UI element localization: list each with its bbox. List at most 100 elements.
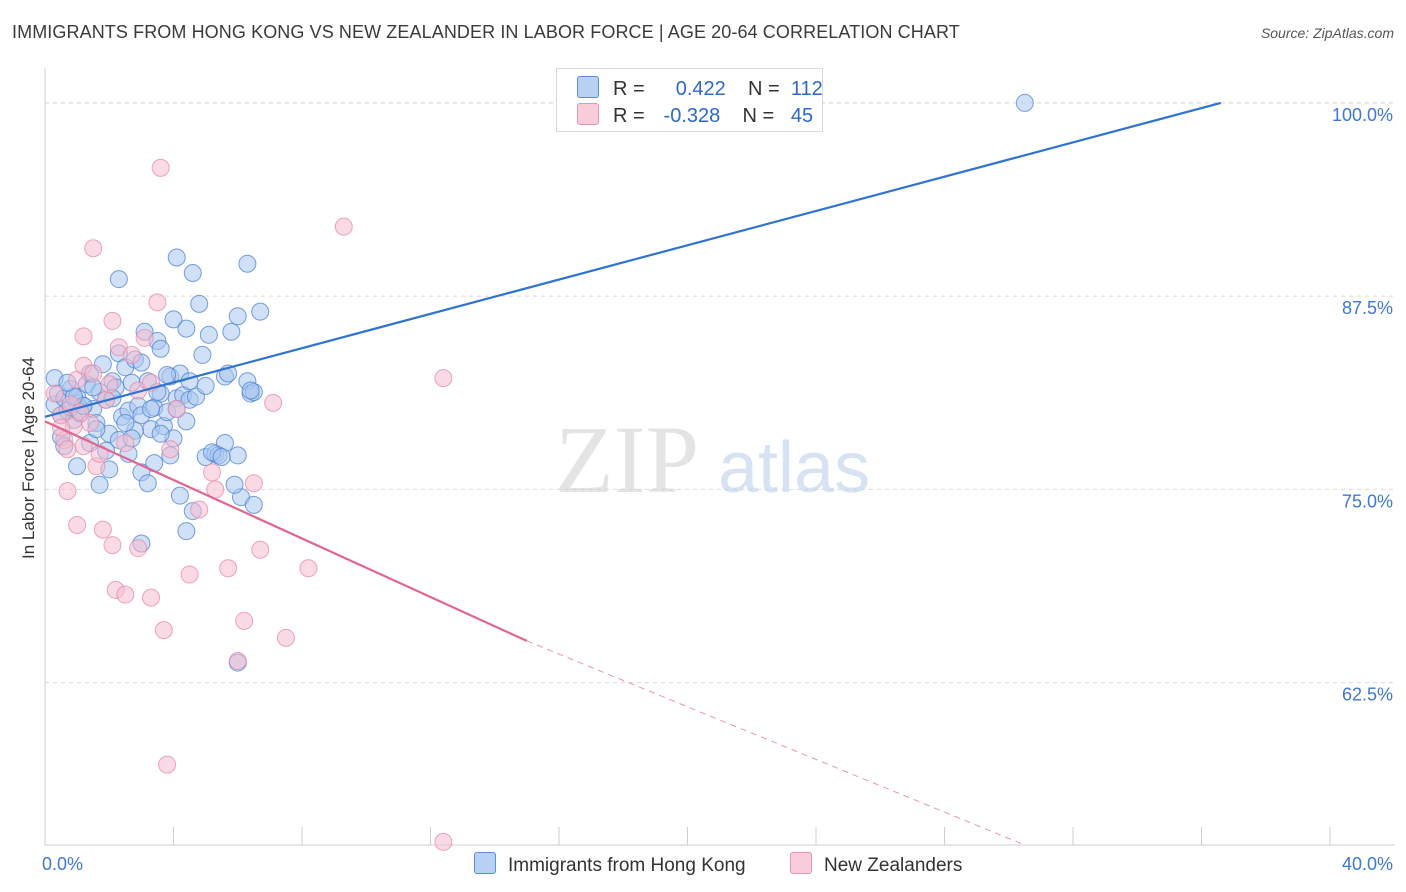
blue-swatch-icon [577, 76, 599, 98]
y-tick-label: 62.5% [1342, 685, 1393, 705]
x-tick-label: 40.0% [1342, 854, 1393, 874]
new-zealander-point [103, 311, 122, 330]
hong-kong-point [238, 254, 257, 273]
legend-item-hong-kong: Immigrants from Hong Kong [474, 852, 746, 877]
new-zealander-point [154, 621, 173, 640]
new-zealander-point [74, 327, 93, 346]
new-zealander-point [84, 364, 103, 383]
new-zealander-point [228, 652, 247, 671]
new-zealander-point [190, 500, 209, 519]
hong-kong-point [142, 400, 161, 419]
hong-kong-point [180, 372, 199, 391]
new-zealander-point [148, 293, 167, 312]
new-zealander-point [244, 474, 263, 493]
new-zealander-point [116, 434, 135, 453]
new-zealander-point [151, 158, 170, 177]
new-zealander-point [100, 375, 119, 394]
hong-kong-point [225, 475, 244, 494]
hong-kong-point [167, 248, 186, 267]
hong-kong-point [199, 325, 218, 344]
new-zealander-point [235, 611, 254, 630]
new-zealander-point [122, 345, 141, 364]
new-zealander-point [103, 536, 122, 555]
hong-kong-point [251, 302, 270, 321]
new-zealander-point [58, 440, 77, 459]
new-zealander-point [84, 239, 103, 258]
hong-kong-point [164, 310, 183, 329]
new-zealander-point [434, 832, 453, 851]
new-zealander-point [434, 369, 453, 388]
hong-kong-point [177, 522, 196, 541]
new-zealander-point [276, 628, 295, 647]
new-zealander-point [299, 559, 318, 578]
new-zealander-point [68, 515, 87, 534]
r-value: -0.328 [663, 105, 721, 127]
blue-swatch-icon [474, 852, 496, 874]
stats-legend: R = 0.422 N = 112 R = -0.328 N = 45 [556, 68, 823, 132]
stats-legend-row-blue: R = 0.422 N = 112 [577, 76, 823, 100]
trend-layer [44, 101, 1222, 846]
new-zealander-point [116, 585, 135, 604]
y-tick-label: 100.0% [1332, 105, 1393, 125]
watermark: ZIP atlas [555, 406, 870, 513]
x-tick-label: 0.0% [42, 854, 83, 874]
hong-kong-point [212, 447, 231, 466]
hong-kong-point [183, 263, 202, 282]
new-zealander-point [135, 328, 154, 347]
y-tick-label: 75.0% [1342, 491, 1393, 511]
hong-kong-point [158, 366, 177, 385]
watermark-atlas: atlas [718, 428, 870, 508]
new-zealander-point [167, 400, 186, 419]
new-zealander-point [161, 440, 180, 459]
new-zealander-point [80, 413, 99, 432]
points-layer [45, 93, 1034, 851]
hong-kong-point [151, 424, 170, 443]
new-zealander-trend-extension [526, 640, 1026, 846]
hong-kong-point [190, 294, 209, 313]
hong-kong-point [109, 270, 128, 289]
r-label: R = [613, 105, 645, 127]
pink-swatch-icon [790, 852, 812, 874]
n-label: N = [748, 78, 780, 100]
new-zealander-point [142, 588, 161, 607]
new-zealander-trend-line [44, 420, 528, 642]
stats-legend-row-pink: R = -0.328 N = 45 [577, 103, 813, 127]
hong-kong-point [193, 345, 212, 364]
n-label: N = [742, 105, 775, 127]
new-zealander-point [129, 539, 148, 558]
hong-kong-trend-line [44, 101, 1222, 418]
legend-item-new-zealanders: New Zealanders [790, 852, 962, 877]
legend-label-new-zealanders: New Zealanders [824, 855, 963, 876]
new-zealander-point [203, 463, 222, 482]
legend-label-hong-kong: Immigrants from Hong Kong [508, 855, 746, 876]
hong-kong-point [177, 319, 196, 338]
chart-title: IMMIGRANTS FROM HONG KONG VS NEW ZEALAND… [12, 22, 960, 42]
hong-kong-point [244, 495, 263, 514]
new-zealander-point [58, 481, 77, 500]
hong-kong-point [241, 381, 260, 400]
r-label: R = [613, 78, 645, 100]
hong-kong-point [138, 474, 157, 493]
hong-kong-point [196, 376, 215, 395]
new-zealander-point [158, 755, 177, 774]
y-tick-label: 87.5% [1342, 298, 1393, 318]
r-value: 0.422 [675, 78, 726, 100]
hong-kong-point [68, 457, 87, 476]
new-zealander-point [93, 520, 112, 539]
new-zealander-point [74, 437, 93, 456]
new-zealander-point [264, 393, 283, 412]
hong-kong-point [170, 486, 189, 505]
hong-kong-point [1015, 93, 1034, 112]
n-value: 45 [790, 105, 814, 127]
new-zealander-point [219, 559, 238, 578]
new-zealander-point [45, 384, 64, 403]
hong-kong-point [90, 475, 109, 494]
new-zealander-point [334, 217, 353, 236]
labels-layer: 62.5% 75.0% 87.5% 100.0% 0.0% 40.0% In Labor F… [19, 105, 1393, 874]
source-credit: Source: ZipAtlas.com [1260, 25, 1394, 41]
hong-kong-point [228, 307, 247, 326]
new-zealander-point [180, 565, 199, 584]
hong-kong-point [228, 446, 247, 465]
pink-swatch-icon [577, 103, 599, 125]
